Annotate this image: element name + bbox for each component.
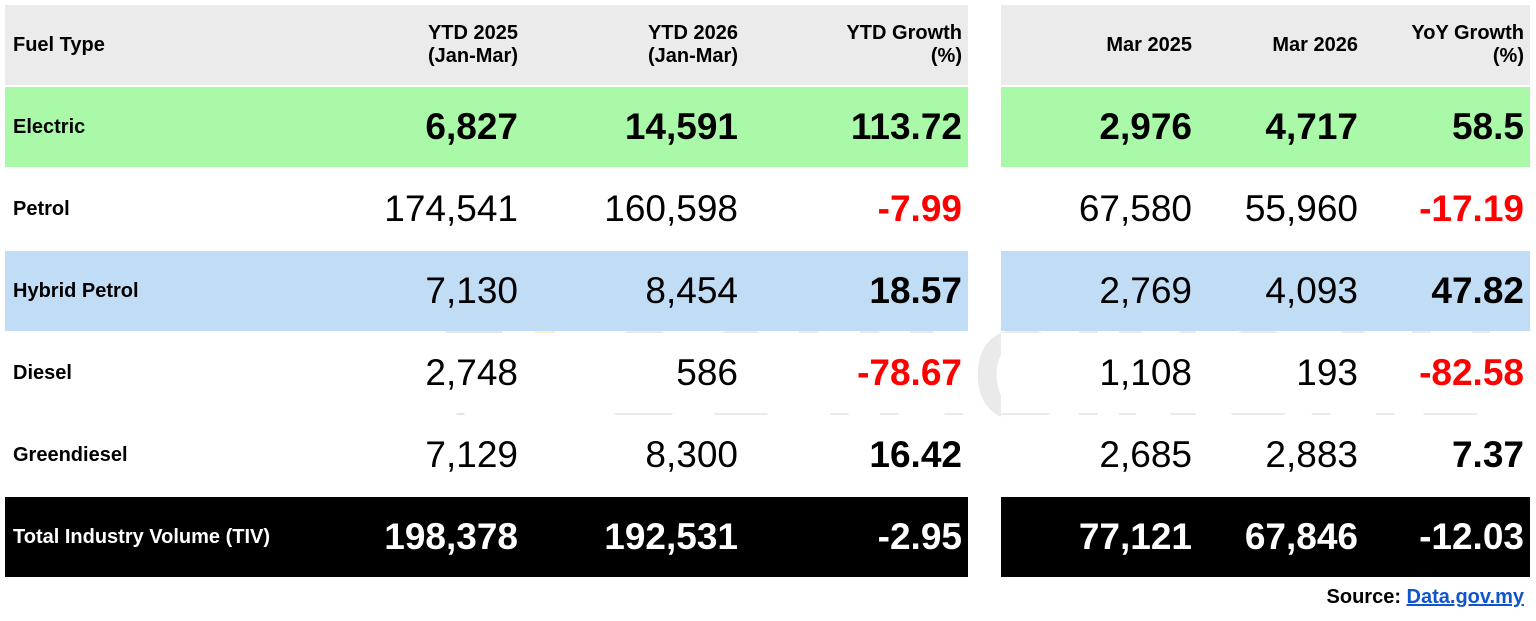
table-row: 2,769 4,093 47.82 — [1001, 251, 1530, 331]
column-header: YTD 2025 (Jan-Mar) — [428, 5, 518, 85]
header-line: YTD 2026 — [647, 22, 738, 44]
cell-value: 198,378 — [384, 516, 518, 557]
cell-value: 14,591 — [624, 106, 738, 147]
cell-value: 8,300 — [645, 434, 738, 475]
header-line: Mar 2026 — [1272, 33, 1358, 56]
table-row: Hybrid Petrol 7,130 8,454 18.57 — [5, 251, 968, 331]
cell-value: 2,748 — [425, 352, 518, 393]
row-label: Petrol — [13, 198, 70, 220]
table-row: Diesel 2,748 586 -78.67 — [5, 333, 968, 413]
cell-value: -2.95 — [877, 516, 962, 557]
cell-value: 113.72 — [850, 106, 962, 147]
column-header: YTD 2026 (Jan-Mar) — [648, 5, 738, 85]
cell-value: 55,960 — [1244, 188, 1358, 229]
cell-value: 160,598 — [604, 188, 738, 229]
header-line: Mar 2025 — [1106, 33, 1192, 56]
cell-value: 4,717 — [1265, 106, 1358, 147]
cell-value: 193 — [1296, 352, 1358, 393]
column-header: Mar 2025 — [1106, 5, 1192, 85]
cell-value: 7,129 — [425, 434, 518, 475]
table-row: Electric 6,827 14,591 113.72 — [5, 87, 968, 167]
cell-value: -82.58 — [1419, 352, 1524, 393]
table-row: 2,685 2,883 7.37 — [1001, 415, 1530, 495]
column-header: YoY Growth (%) — [1411, 5, 1524, 85]
cell-value: 1,108 — [1099, 352, 1192, 393]
cell-value: 586 — [676, 352, 738, 393]
header-line: (Jan-Mar) — [647, 45, 738, 67]
header-line: YTD Growth — [846, 22, 962, 44]
cell-value: -12.03 — [1419, 516, 1524, 557]
table-row: 67,580 55,960 -17.19 — [1001, 169, 1530, 249]
cell-value: 7,130 — [425, 270, 518, 311]
header-row: Mar 2025 Mar 2026 YoY Growth (%) — [1001, 5, 1530, 85]
column-header: YTD Growth (%) — [846, 5, 962, 85]
row-label: Greendiesel — [13, 444, 128, 466]
table-row: 77,121 67,846 -12.03 — [1001, 497, 1530, 577]
source-link[interactable]: Data.gov.my — [1406, 586, 1524, 608]
cell-value: 7.37 — [1451, 434, 1524, 475]
row-label: Total Industry Volume (TIV) — [13, 526, 271, 548]
header-line: (%) — [930, 45, 962, 67]
cell-value: 174,541 — [384, 188, 518, 229]
row-label: Hybrid Petrol — [13, 280, 139, 302]
header-line: (%) — [1492, 45, 1524, 67]
header-line: YoY Growth — [1411, 22, 1524, 44]
cell-value: -17.19 — [1419, 188, 1524, 229]
table-row: Petrol 174,541 160,598 -7.99 — [5, 169, 968, 249]
source-label: Source: — [1326, 586, 1401, 608]
header-row: Fuel Type YTD 2025 (Jan-Mar) YTD 2026 (Jan-M… — [5, 5, 968, 85]
table-row: 2,976 4,717 58.5 — [1001, 87, 1530, 167]
row-label: Electric — [13, 116, 86, 138]
row-label: Diesel — [13, 362, 72, 384]
cell-value: 2,976 — [1099, 106, 1192, 147]
table-row: Total Industry Volume (TIV) 198,378 192,53… — [5, 497, 968, 577]
cell-value: 77,121 — [1078, 516, 1192, 557]
source: Source: Data.gov.my — [1327, 586, 1524, 609]
column-header: Fuel Type — [13, 5, 273, 85]
cell-value: 6,827 — [425, 106, 518, 147]
header-line: YTD 2025 — [427, 22, 518, 44]
cell-value: 16.42 — [869, 434, 962, 475]
table-row: 1,108 193 -82.58 — [1001, 333, 1530, 413]
cell-value: 2,685 — [1099, 434, 1192, 475]
cell-value: 58.5 — [1451, 106, 1524, 147]
cell-value: 192,531 — [604, 516, 738, 557]
cell-value: 18.57 — [869, 270, 962, 311]
cell-value: 8,454 — [645, 270, 738, 311]
header-line: Fuel Type — [13, 33, 105, 56]
cell-value: -78.67 — [857, 352, 962, 393]
header-line: (Jan-Mar) — [427, 45, 518, 67]
cell-value: -7.99 — [877, 188, 962, 229]
table-row: Greendiesel 7,129 8,300 16.42 — [5, 415, 968, 495]
cell-value: 67,846 — [1244, 516, 1358, 557]
cell-value: 2,883 — [1265, 434, 1358, 475]
cell-value: 4,093 — [1265, 270, 1358, 311]
cell-value: 2,769 — [1099, 270, 1192, 311]
cell-value: 67,580 — [1078, 188, 1192, 229]
column-header: Mar 2026 — [1272, 5, 1358, 85]
cell-value: 47.82 — [1431, 270, 1524, 311]
